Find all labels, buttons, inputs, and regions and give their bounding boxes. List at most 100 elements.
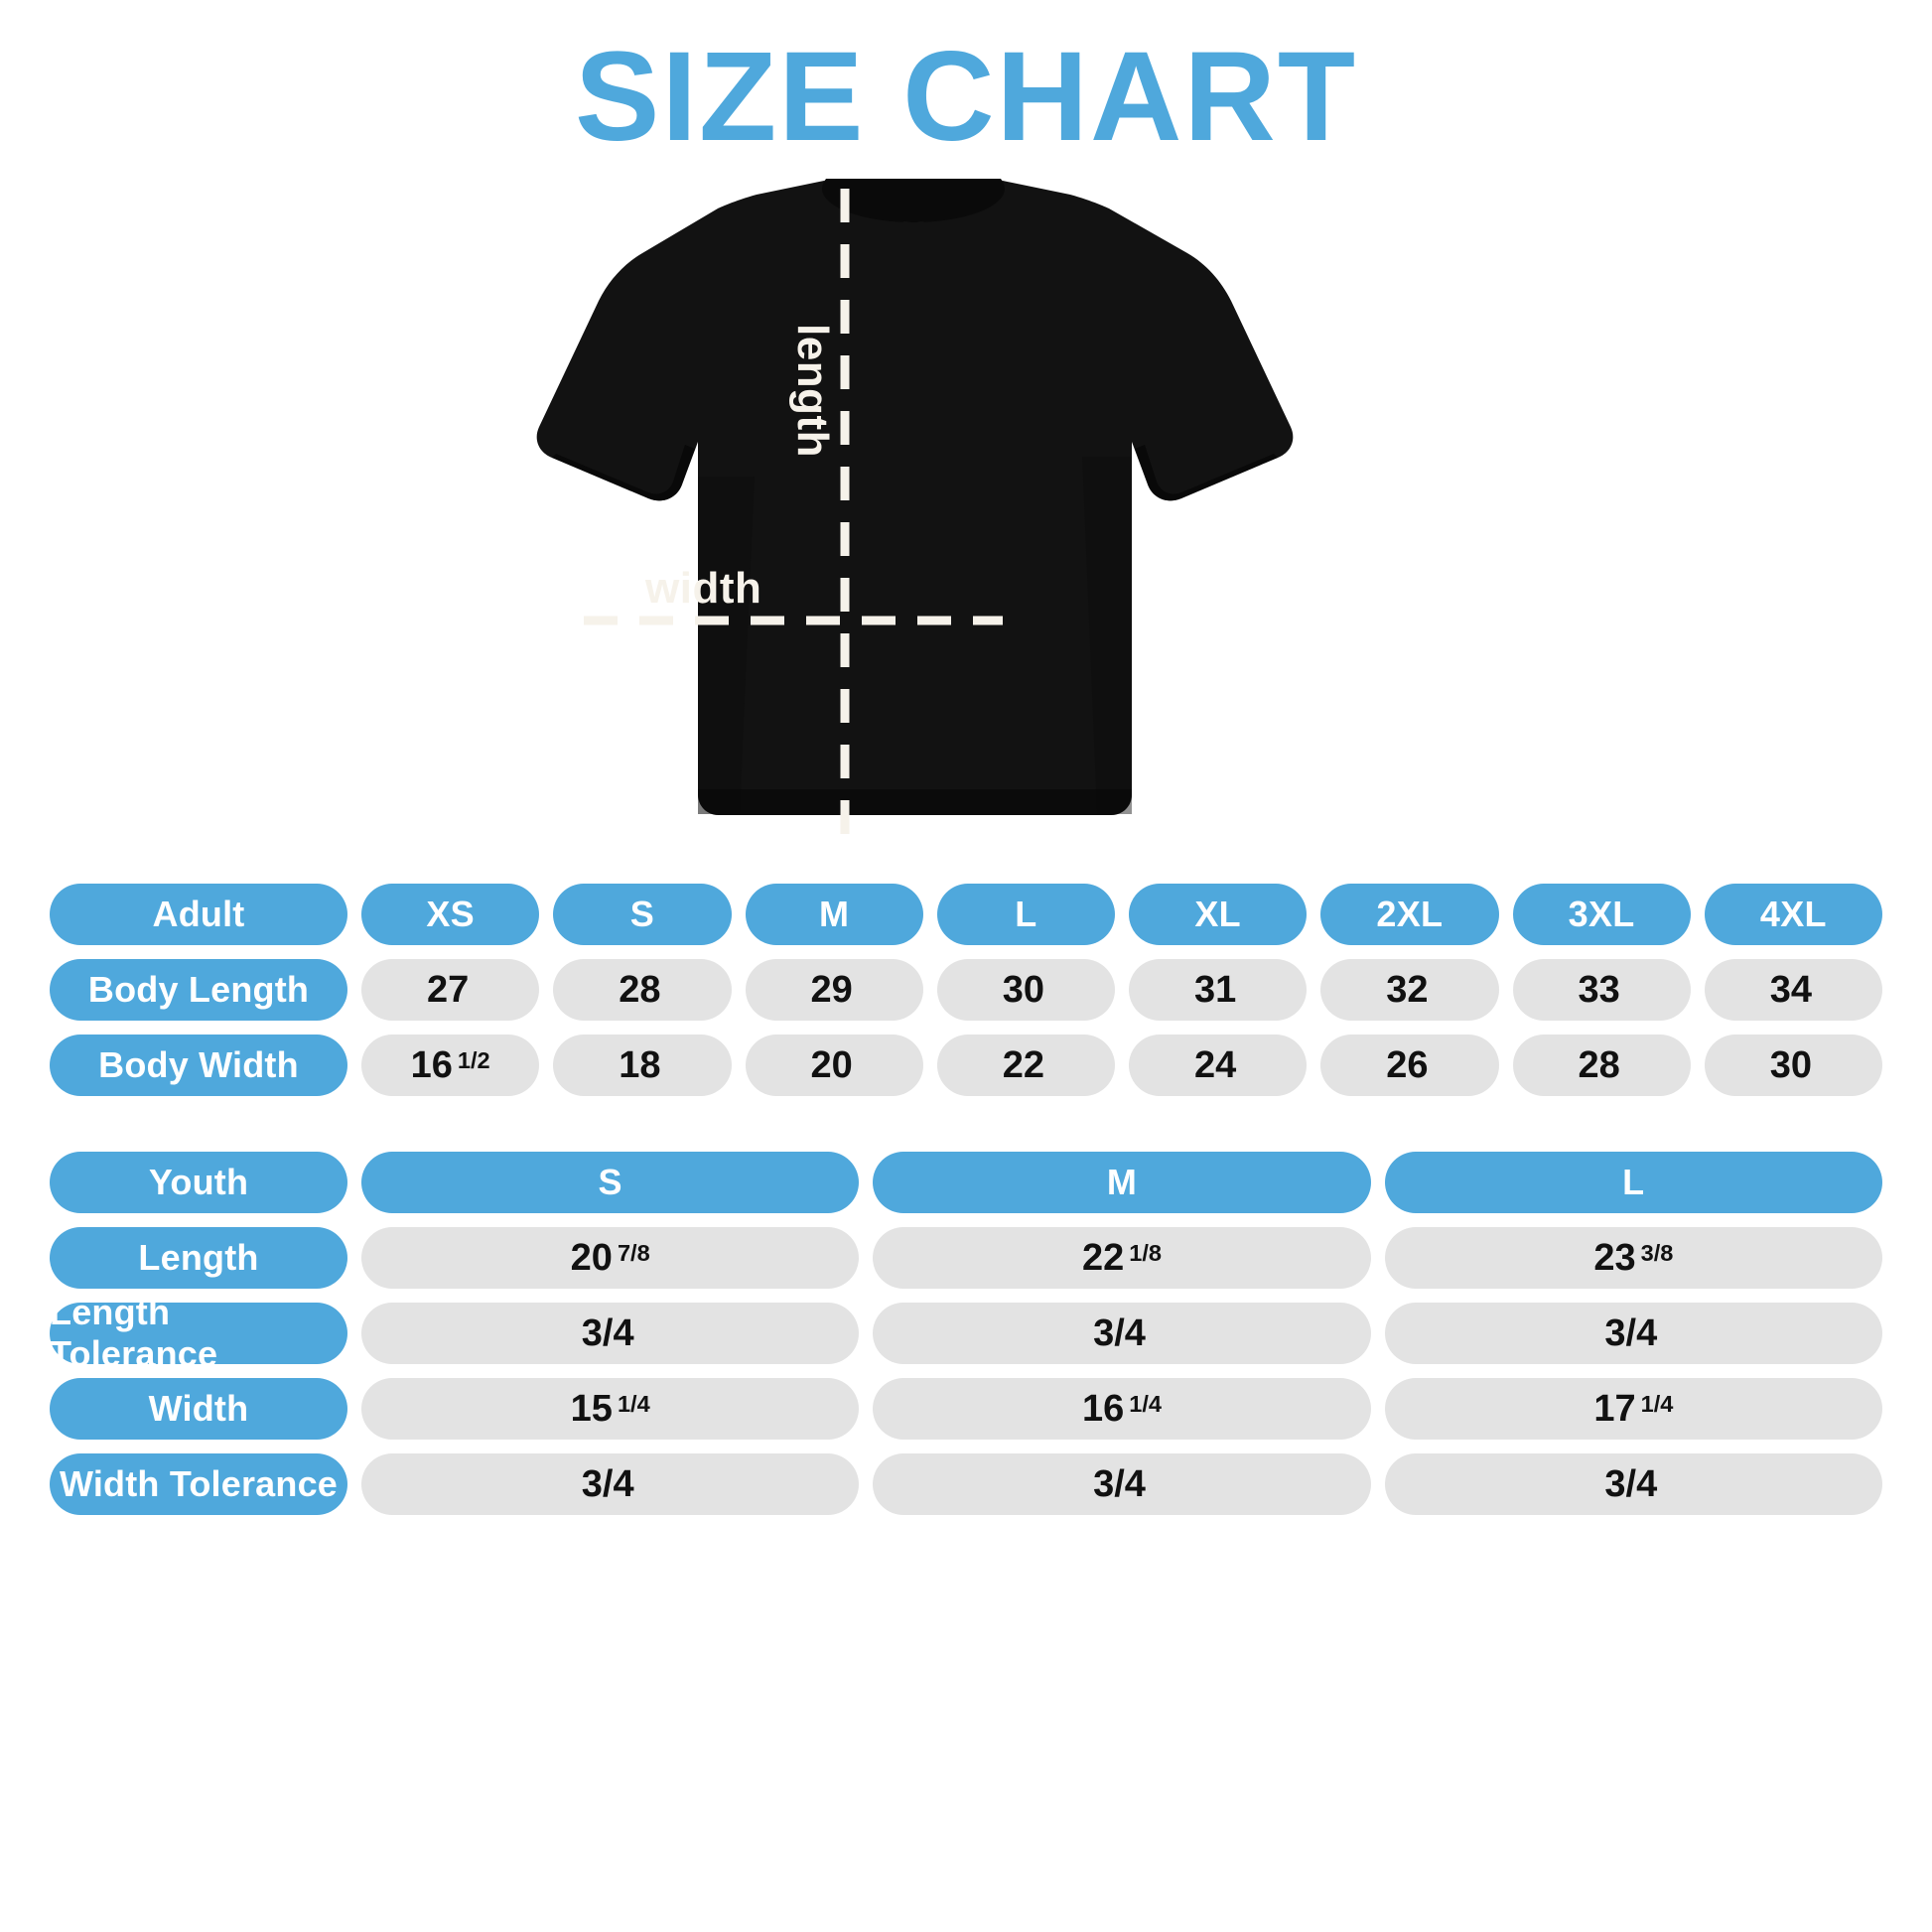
table-row: Width 15 1/4 16 1/4 17 1/4 [50, 1378, 1882, 1440]
table-row: Length 20 7/8 22 1/8 23 3/8 [50, 1227, 1882, 1289]
table-row: Body Length 27 28 29 30 31 32 33 34 [50, 959, 1882, 1021]
table-cell: 28 [1512, 1035, 1691, 1096]
cell-value: 16 [410, 1043, 453, 1086]
cell-value: 34 [1769, 968, 1813, 1011]
cell-fraction: 3/8 [1640, 1239, 1674, 1266]
table-cell: 17 1/4 [1384, 1378, 1882, 1440]
cell-value: 22 [1081, 1236, 1125, 1279]
cell-fraction: 1/4 [1129, 1390, 1162, 1417]
cell-value: 30 [1769, 1043, 1813, 1086]
cell-value: 3/4 [1093, 1311, 1146, 1354]
table-cell: 20 [745, 1035, 923, 1096]
cell-value: 3/4 [581, 1462, 634, 1505]
cell-fraction: 1/8 [1129, 1239, 1162, 1266]
cell-value: 23 [1593, 1236, 1636, 1279]
table-cell: 18 [553, 1035, 732, 1096]
cell-fraction: 7/8 [617, 1239, 650, 1266]
table-cell: 23 3/8 [1384, 1227, 1882, 1289]
adult-header-row: Adult XS S M L XL 2XL 3XL 4XL [50, 884, 1882, 945]
cell-value: 20 [570, 1236, 613, 1279]
table-cell: 3/4 [1384, 1453, 1882, 1515]
cell-value: 26 [1386, 1043, 1429, 1086]
page-title: SIZE CHART [575, 26, 1357, 168]
row-label: Width Tolerance [50, 1453, 347, 1515]
cell-value: 27 [426, 968, 470, 1011]
cell-value: 15 [570, 1387, 613, 1430]
table-cell: 33 [1512, 959, 1691, 1021]
table-cell: 3/4 [1384, 1303, 1882, 1364]
table-cell: 28 [553, 959, 732, 1021]
table-cell: 26 [1320, 1035, 1499, 1096]
cell-value: 17 [1593, 1387, 1636, 1430]
table-cell: 24 [1129, 1035, 1308, 1096]
table-cell: 22 1/8 [873, 1227, 1371, 1289]
cell-value: 3/4 [1093, 1462, 1146, 1505]
cell-value: 18 [619, 1043, 661, 1086]
cell-value: 16 [1081, 1387, 1125, 1430]
cell-value: 3/4 [1604, 1311, 1658, 1354]
cell-value: 22 [1002, 1043, 1045, 1086]
table-cell: 20 7/8 [361, 1227, 860, 1289]
youth-size-table: Youth S M L Length 20 7/8 22 1/8 23 3/8 Len… [50, 1152, 1882, 1515]
cell-fraction: 1/4 [1640, 1390, 1674, 1417]
adult-size-header: M [745, 884, 923, 945]
tshirt-graphic [536, 179, 1294, 834]
youth-header-label: Youth [50, 1152, 347, 1213]
row-label: Width [50, 1378, 347, 1440]
adult-size-header: XS [361, 884, 540, 945]
cell-value: 24 [1193, 1043, 1237, 1086]
table-cell: 3/4 [361, 1303, 860, 1364]
table-cell: 30 [936, 959, 1115, 1021]
table-row: Body Width 16 1/2 18 20 22 24 26 28 30 [50, 1035, 1882, 1096]
cell-value: 31 [1193, 968, 1237, 1011]
shirt-neck-opening [822, 179, 1005, 222]
table-cell: 27 [361, 959, 540, 1021]
cell-value: 3/4 [1604, 1462, 1658, 1505]
table-cell: 15 1/4 [361, 1378, 860, 1440]
cell-value: 30 [1002, 968, 1045, 1011]
shirt-fold-right [1082, 457, 1132, 814]
adult-size-header: 4XL [1704, 884, 1882, 945]
cell-value: 3/4 [581, 1311, 634, 1354]
cell-fraction: 1/2 [457, 1046, 490, 1073]
youth-size-header: S [361, 1152, 860, 1213]
cell-fraction: 1/4 [617, 1390, 650, 1417]
table-cell: 3/4 [361, 1453, 860, 1515]
table-cell: 16 1/4 [873, 1378, 1371, 1440]
table-cell: 34 [1704, 959, 1882, 1021]
table-cell: 3/4 [873, 1303, 1371, 1364]
row-label: Body Width [50, 1035, 347, 1096]
cell-value: 32 [1386, 968, 1429, 1011]
adult-size-header: S [553, 884, 732, 945]
cell-value: 28 [1578, 1043, 1620, 1086]
youth-size-header: L [1384, 1152, 1882, 1213]
table-cell: 31 [1129, 959, 1308, 1021]
table-cell: 32 [1320, 959, 1499, 1021]
shirt-fold-left [698, 477, 755, 814]
shirt-bottom-hem [698, 789, 1132, 815]
youth-size-header: M [873, 1152, 1371, 1213]
table-row: Length Tolerance 3/4 3/4 3/4 [50, 1292, 1882, 1374]
adult-size-header: XL [1129, 884, 1308, 945]
adult-size-table: Adult XS S M L XL 2XL 3XL 4XL Body Lengt… [50, 884, 1882, 1096]
cell-value: 33 [1578, 968, 1620, 1011]
table-row: Width Tolerance 3/4 3/4 3/4 [50, 1453, 1882, 1515]
table-cell: 16 1/2 [361, 1035, 540, 1096]
table-separator [0, 1110, 1932, 1152]
adult-size-header: 2XL [1320, 884, 1499, 945]
row-label: Body Length [50, 959, 347, 1021]
table-cell: 22 [936, 1035, 1115, 1096]
table-cell: 3/4 [873, 1453, 1371, 1515]
cell-value: 28 [619, 968, 661, 1011]
adult-header-label: Adult [50, 884, 347, 945]
row-label: Length Tolerance [50, 1292, 347, 1374]
tshirt-illustration: width length [0, 179, 1932, 884]
table-cell: 29 [745, 959, 923, 1021]
adult-size-header: 3XL [1512, 884, 1691, 945]
length-label: length [788, 324, 837, 458]
adult-size-header: L [936, 884, 1115, 945]
cell-value: 29 [810, 968, 853, 1011]
cell-value: 20 [810, 1043, 853, 1086]
table-cell: 30 [1704, 1035, 1882, 1096]
row-label: Length [50, 1227, 347, 1289]
